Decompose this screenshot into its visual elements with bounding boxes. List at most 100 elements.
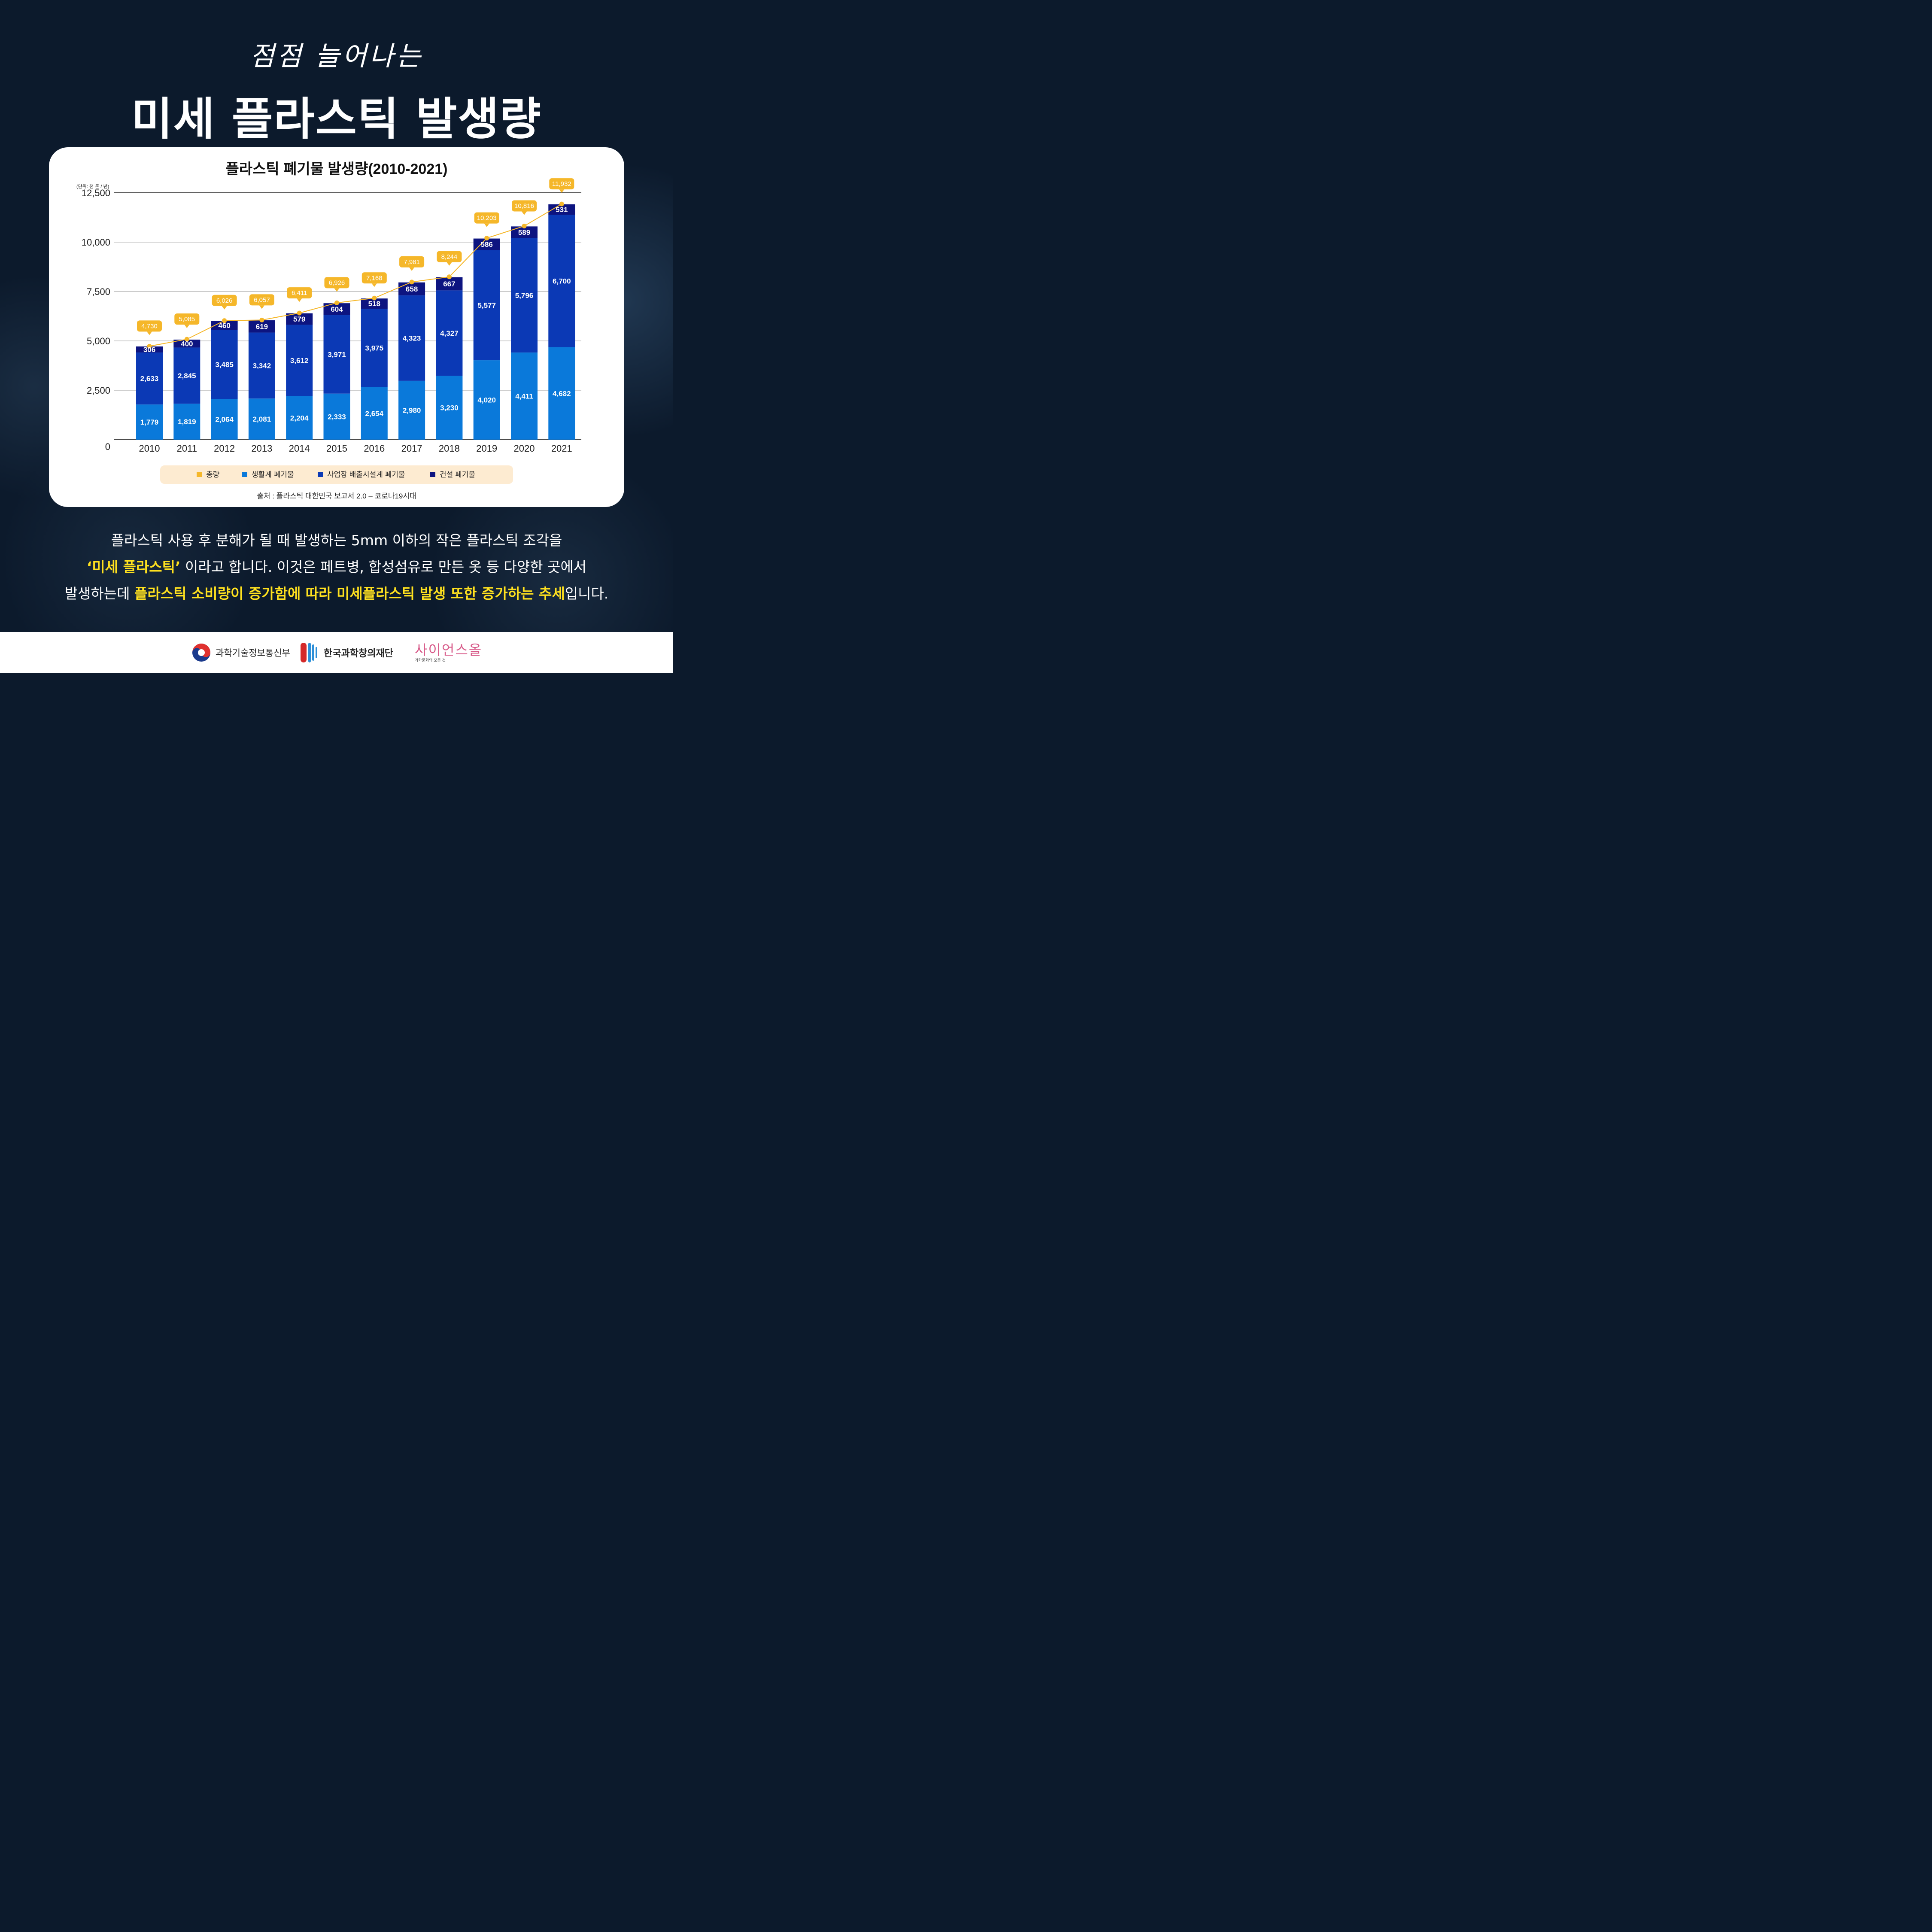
x-tick-label: 2011	[177, 443, 197, 454]
bar-value-label: 2,654	[365, 410, 384, 418]
total-callout-pointer	[334, 288, 340, 292]
bar-value-label: 3,612	[290, 357, 309, 365]
y-tick-label: 12,500	[82, 188, 110, 198]
bar-segment	[286, 325, 313, 396]
total-callout-pointer	[222, 306, 227, 310]
total-callout-pointer	[297, 298, 302, 302]
total-callout	[137, 320, 162, 332]
legend-label: 생활계 폐기물	[252, 471, 294, 479]
x-tick-label: 2015	[326, 443, 347, 454]
total-callout-pointer	[184, 325, 190, 328]
bar-value-label: 4,682	[553, 389, 571, 398]
total-value-label: 5,085	[179, 316, 195, 323]
total-callout-pointer	[559, 189, 565, 193]
bar-value-label: 6,700	[553, 277, 571, 286]
y-tick-label: 7,500	[87, 286, 110, 297]
x-tick-label: 2020	[514, 443, 535, 454]
y-tick-label: 0	[105, 441, 110, 452]
legend-swatch	[430, 472, 435, 477]
kofac-name: 한국과학창의재단	[324, 648, 393, 659]
bar-segment	[473, 360, 500, 440]
legend-label: 건설 폐기물	[440, 471, 475, 479]
y-tick-label: 2,500	[87, 385, 110, 396]
total-callout-pointer	[409, 267, 415, 271]
total-callout	[324, 277, 349, 289]
bar-segment	[361, 309, 388, 387]
bar-value-label: 579	[293, 315, 305, 323]
description-line-2-text: 이라고 합니다. 이것은 페트병, 합성섬유로 만든 옷 등 다양한 곳에서	[180, 559, 587, 575]
bar-segment	[436, 290, 463, 376]
scienceall-logo: 사이언스올 과학문화의 모든 것	[415, 632, 482, 673]
bar-segment	[323, 315, 350, 394]
kofac-icon	[301, 643, 317, 662]
total-value-label: 11,932	[552, 180, 571, 188]
total-point	[522, 223, 527, 228]
bar-segment	[436, 376, 463, 440]
total-callout-pointer	[484, 223, 489, 227]
bar-value-label: 4,327	[440, 329, 459, 337]
bar-segment	[248, 398, 275, 440]
bar-segment	[211, 321, 238, 330]
x-tick-label: 2017	[401, 443, 422, 454]
legend-box	[160, 465, 513, 484]
total-value-label: 10,203	[477, 215, 497, 222]
total-value-label: 10,816	[514, 202, 534, 210]
x-tick-label: 2018	[439, 443, 460, 454]
total-value-label: 7,981	[404, 258, 420, 266]
total-value-label: 8,244	[441, 253, 458, 261]
description-line-2: ‘미세 플라스틱’ 이라고 합니다. 이것은 페트병, 합성섬유로 만든 옷 등…	[0, 554, 673, 580]
bar-segment	[548, 347, 575, 440]
bar-value-label: 306	[143, 346, 155, 354]
bar-segment	[211, 399, 238, 440]
bar-segment	[286, 396, 313, 440]
bar-segment	[548, 215, 575, 347]
total-value-label: 7,168	[366, 274, 383, 282]
total-callout	[212, 295, 237, 306]
bar-value-label: 604	[331, 305, 343, 313]
total-point	[222, 318, 227, 323]
bar-segment	[173, 404, 200, 440]
bar-value-label: 589	[518, 228, 530, 237]
total-point	[184, 337, 189, 342]
chart-title: 플라스틱 폐기물 발생량(2010-2021)	[226, 161, 448, 177]
total-callout	[249, 294, 274, 306]
bar-segment	[173, 347, 200, 404]
stacked-bar-chart: 플라스틱 폐기물 발생량(2010-2021) (단위: 천 톤 / 년) 0 2…	[76, 161, 581, 500]
legend-swatch	[197, 472, 202, 477]
bar-segment	[511, 352, 538, 440]
taegeuk-icon	[192, 644, 210, 662]
description-line-3: 발생하는데 플라스틱 소비량이 증가함에 따라 미세플라스틱 발생 또한 증가하…	[0, 580, 673, 607]
msit-logo: 과학기술정보통신부	[191, 632, 290, 673]
total-value-label: 6,057	[254, 296, 270, 304]
bar-value-label: 2,333	[328, 413, 346, 421]
bar-value-label: 518	[368, 300, 380, 308]
bar-value-label: 5,796	[515, 292, 534, 300]
total-point	[484, 236, 489, 241]
total-callout	[361, 272, 387, 284]
total-point	[259, 317, 264, 322]
page-title: 미세 플라스틱 발생량	[131, 93, 542, 145]
bar-value-label: 586	[481, 240, 493, 249]
msit-name: 과학기술정보통신부	[216, 648, 290, 658]
y-tick-label: 10,000	[82, 237, 110, 248]
total-callout-pointer	[259, 305, 264, 309]
description: 플라스틱 사용 후 분해가 될 때 발생하는 5mm 이하의 작은 플라스틱 조…	[0, 527, 673, 607]
legend-swatch	[318, 472, 323, 477]
bar-value-label: 400	[181, 340, 193, 348]
total-callout	[549, 178, 574, 190]
legend-swatch	[242, 472, 247, 477]
x-tick-label: 2016	[364, 443, 385, 454]
bar-value-label: 3,971	[328, 350, 346, 358]
bar-segment	[361, 387, 388, 440]
total-point	[334, 300, 339, 305]
total-point	[447, 274, 452, 279]
total-callout	[399, 256, 425, 267]
total-point	[372, 295, 377, 301]
y-tick-label: 5,000	[87, 336, 110, 346]
x-tick-label: 2014	[289, 443, 310, 454]
unit-label: (단위: 천 톤 / 년)	[76, 183, 109, 189]
description-line-3-end: 입니다.	[565, 585, 609, 602]
bar-segment	[398, 380, 425, 440]
page-subtitle: 점점 늘어나는	[250, 40, 423, 72]
bar-value-label: 658	[406, 285, 418, 293]
